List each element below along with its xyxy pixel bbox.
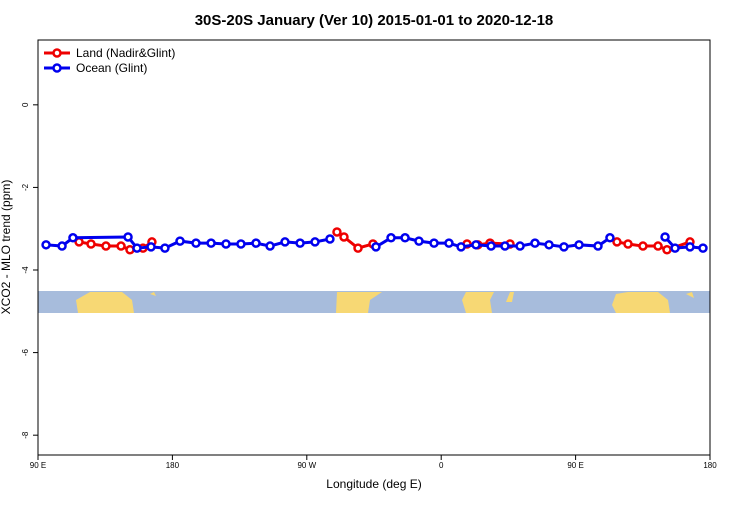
x-tick-label: 0: [439, 461, 444, 470]
x-tick-label: 90 E: [30, 461, 46, 470]
data-point: [500, 241, 510, 251]
x-axis-label: Longitude (deg E): [326, 477, 421, 491]
data-point: [515, 241, 525, 251]
data-point: [698, 243, 708, 253]
chart-title: 30S-20S January (Ver 10) 2015-01-01 to 2…: [195, 12, 554, 29]
data-point: [175, 236, 185, 246]
data-point: [41, 240, 51, 250]
data-point: [123, 232, 133, 242]
x-tick-label: 180: [703, 461, 717, 470]
legend-marker: [52, 63, 62, 73]
data-point: [653, 241, 663, 251]
x-tick-label: 90 E: [567, 461, 583, 470]
data-point: [339, 232, 349, 242]
data-point: [280, 237, 290, 247]
data-point: [332, 227, 342, 237]
y-tick-label: 0: [21, 102, 30, 107]
data-point: [444, 238, 454, 248]
data-point: [325, 234, 335, 244]
data-point: [456, 242, 466, 252]
data-point: [160, 243, 170, 253]
data-point: [68, 233, 78, 243]
data-point: [660, 232, 670, 242]
y-tick-label: -6: [21, 348, 30, 356]
data-point: [265, 241, 275, 251]
data-point: [206, 238, 216, 248]
data-point: [638, 241, 648, 251]
y-tick-label: -8: [21, 431, 30, 439]
data-point: [486, 241, 496, 251]
data-point: [132, 243, 142, 253]
data-point: [605, 233, 615, 243]
data-point: [623, 239, 633, 249]
data-point: [574, 240, 584, 250]
y-tick-label: -4: [21, 266, 30, 274]
data-point: [221, 239, 231, 249]
data-point: [471, 240, 481, 250]
data-point: [662, 245, 672, 255]
data-point: [559, 242, 569, 252]
data-point: [386, 233, 396, 243]
data-point: [146, 242, 156, 252]
legend-label: Ocean (Glint): [76, 61, 147, 75]
data-point: [371, 242, 381, 252]
data-point: [57, 241, 67, 251]
x-tick-label: 180: [166, 461, 180, 470]
data-point: [593, 241, 603, 251]
data-point: [429, 238, 439, 248]
data-point: [544, 240, 554, 250]
data-point: [353, 243, 363, 253]
data-point: [251, 238, 261, 248]
data-point: [116, 241, 126, 251]
legend-label: Land (Nadir&Glint): [76, 46, 175, 60]
data-point: [530, 238, 540, 248]
data-point: [414, 236, 424, 246]
data-point: [236, 239, 246, 249]
plot-frame: [37, 39, 711, 456]
y-tick-label: -2: [21, 183, 30, 191]
data-point: [685, 242, 695, 252]
data-point: [400, 233, 410, 243]
legend-marker: [52, 48, 62, 58]
data-point: [101, 241, 111, 251]
data-point: [310, 237, 320, 247]
map-strip: [38, 291, 710, 313]
y-axis-label: XCO2 - MLO trend (ppm): [0, 180, 13, 315]
data-point: [295, 238, 305, 248]
data-point: [670, 243, 680, 253]
data-point: [191, 238, 201, 248]
x-tick-label: 90 W: [297, 461, 316, 470]
data-point: [612, 237, 622, 247]
data-point: [86, 239, 96, 249]
